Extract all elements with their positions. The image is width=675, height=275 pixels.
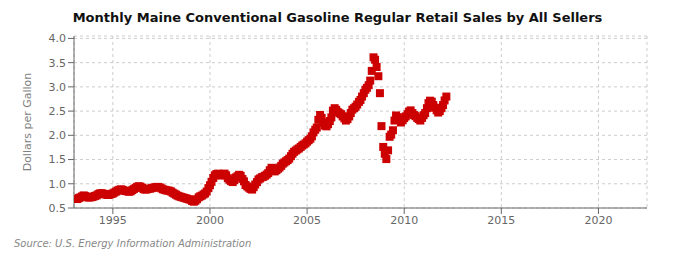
svg-text:3.5: 3.5 bbox=[49, 57, 67, 70]
svg-text:1.0: 1.0 bbox=[49, 178, 67, 191]
svg-text:0.5: 0.5 bbox=[49, 202, 67, 215]
svg-text:2010: 2010 bbox=[390, 214, 418, 227]
svg-text:2015: 2015 bbox=[487, 214, 515, 227]
html-text:Source: U.S. Energy Informatio: Source: U.S. Energy Information Administ… bbox=[14, 238, 252, 249]
svg-text:1995: 1995 bbox=[99, 214, 127, 227]
svg-text:Dollars per Gallon: Dollars per Gallon bbox=[21, 73, 34, 172]
svg-text:4.0: 4.0 bbox=[49, 32, 67, 45]
svg-text:1.5: 1.5 bbox=[49, 153, 67, 166]
svg-text:2020: 2020 bbox=[584, 214, 612, 227]
svg-text:2.5: 2.5 bbox=[49, 105, 67, 118]
svg-text:2000: 2000 bbox=[196, 214, 224, 227]
html-text:Monthly Maine Conventional Gas: Monthly Maine Conventional Gasoline Regu… bbox=[72, 10, 603, 25]
svg-text:3.0: 3.0 bbox=[49, 81, 67, 94]
svg-text:2.0: 2.0 bbox=[49, 129, 67, 142]
svg-text:2005: 2005 bbox=[293, 214, 321, 227]
